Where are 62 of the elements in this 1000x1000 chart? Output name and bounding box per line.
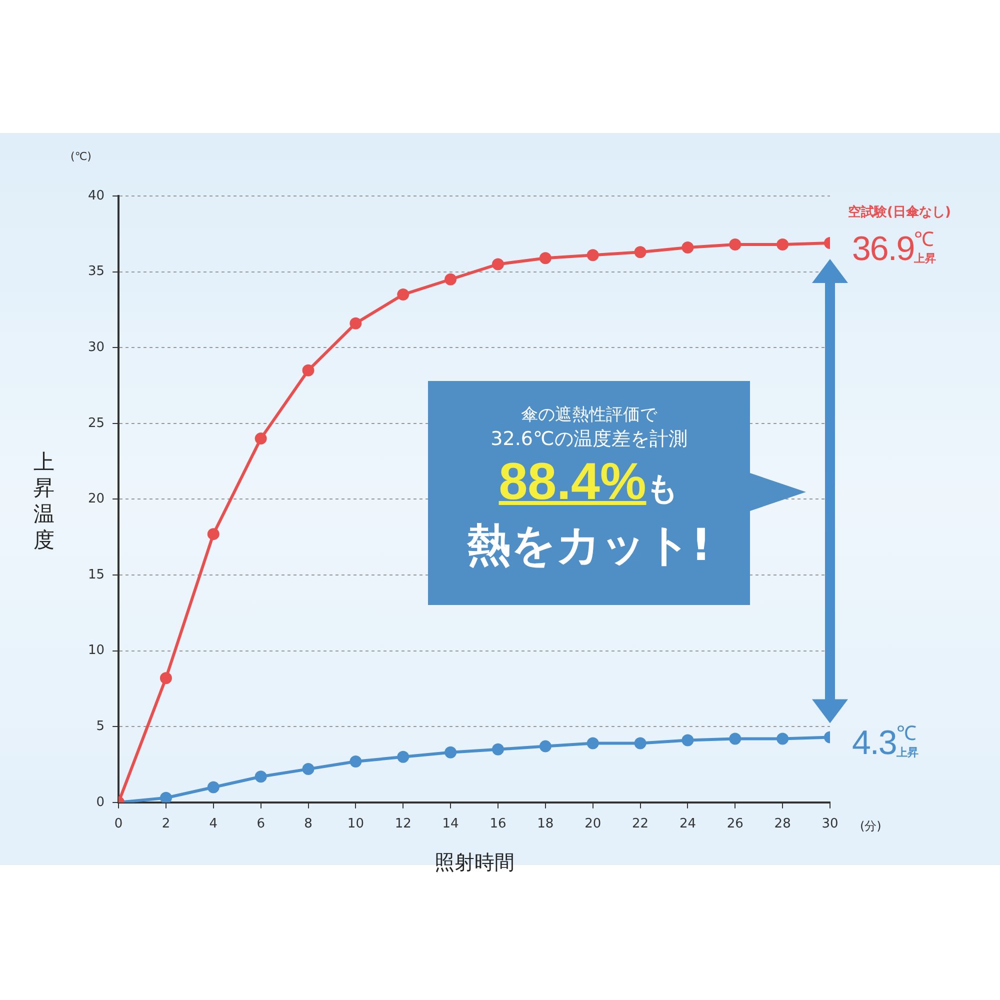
point	[207, 781, 220, 794]
x-tick-label: 26	[726, 816, 744, 832]
x-tick-label: 30	[822, 816, 838, 832]
annotation: 傘の遮熱性評価で	[520, 404, 658, 426]
y-tick-label: 5	[96, 718, 105, 734]
point	[539, 252, 552, 264]
point	[397, 288, 410, 301]
y-tick-label: 0	[96, 794, 105, 810]
point	[729, 732, 742, 745]
point	[634, 737, 646, 750]
annotation: 88.4%も	[498, 453, 680, 511]
x-tick-label: 2	[162, 816, 170, 832]
y-tick-label: 20	[88, 492, 105, 507]
text: (分)	[860, 818, 882, 836]
x-tick-label: 10	[347, 816, 364, 832]
point	[776, 732, 789, 745]
x-tick-label: 28	[774, 816, 791, 832]
point	[586, 249, 599, 262]
y-tick-label: 30	[88, 340, 105, 355]
point	[682, 242, 694, 254]
point	[254, 770, 267, 783]
point	[207, 528, 220, 540]
point	[302, 364, 314, 376]
annotation: 32.6℃の温度差を計測	[490, 427, 688, 452]
point	[539, 740, 552, 752]
x-tick-label: 4	[209, 816, 218, 832]
point	[444, 273, 457, 286]
point	[160, 672, 172, 684]
x-tick-label: 18	[537, 816, 554, 832]
x-tick-label: 22	[632, 816, 649, 832]
point	[444, 746, 457, 758]
series-label: 空試験(日傘なし)	[848, 204, 951, 221]
x-tick-label: 20	[584, 816, 602, 832]
y-axis-title: 上昇温度	[34, 449, 56, 554]
point	[729, 238, 742, 251]
y-tick-label: 35	[88, 264, 105, 280]
x-tick-label: 8	[304, 816, 312, 832]
x-tick-label: 6	[256, 816, 265, 832]
point	[586, 737, 599, 750]
x-tick-label: 24	[679, 816, 696, 832]
point	[350, 755, 362, 768]
point	[776, 238, 789, 251]
y-tick-label: 15	[88, 567, 105, 582]
x-tick-label: 16	[490, 816, 506, 832]
point	[397, 750, 410, 763]
y-tick-label: 40	[88, 188, 105, 204]
annotation: 熱をカット!	[466, 519, 712, 573]
point	[492, 743, 504, 756]
x-axis-title: 照射時間	[434, 850, 514, 874]
y-tick-label: 25	[88, 416, 105, 431]
x-tick-label: 14	[442, 816, 459, 832]
point	[634, 246, 646, 258]
point	[254, 432, 267, 445]
point	[302, 763, 314, 776]
y-tick-label: 10	[88, 643, 105, 658]
point	[682, 734, 694, 746]
point	[492, 258, 504, 270]
point	[160, 792, 172, 802]
point	[350, 317, 362, 330]
x-tick-label: 0	[114, 816, 123, 832]
x-tick-label: 12	[394, 816, 412, 832]
text: (℃)	[70, 150, 92, 163]
